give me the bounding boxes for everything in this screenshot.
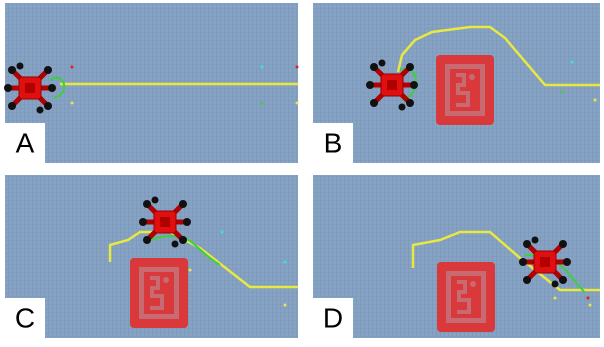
panel-label: D xyxy=(323,302,343,333)
panel-c: C xyxy=(5,175,298,338)
panel-label: A xyxy=(16,127,35,158)
figure: A B C D xyxy=(0,0,604,347)
panel-a: A xyxy=(4,3,299,163)
panel-b: B xyxy=(313,3,600,163)
panel-label: C xyxy=(15,302,35,333)
panel-label: B xyxy=(324,127,343,158)
panel-d: D xyxy=(313,175,600,338)
